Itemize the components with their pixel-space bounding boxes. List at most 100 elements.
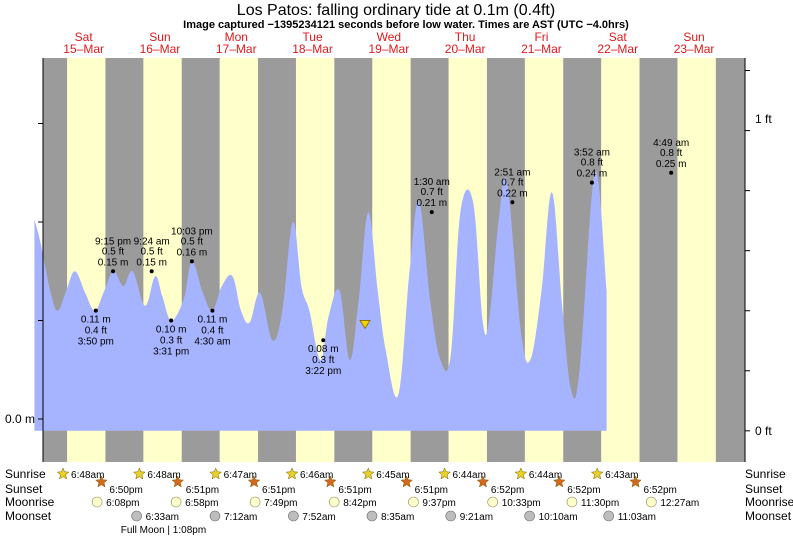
day-name-label: Tue: [302, 30, 323, 44]
sunrise-icon: [56, 467, 70, 480]
chart-subtitle: Image captured −1395234121 seconds befor…: [183, 19, 629, 31]
moonset-icon: [524, 510, 535, 522]
moonrise-time: 11:30pm: [581, 498, 619, 509]
extreme-time-label: 4:30 am: [194, 337, 230, 348]
moonrise-time: 9:37pm: [422, 498, 455, 509]
moonrise-icon: [487, 496, 498, 508]
row-label-left: Sunset: [5, 482, 43, 496]
sunrise-time: 6:48am: [147, 470, 180, 481]
moonrise-time: 7:49pm: [264, 498, 297, 509]
daylight-band: [677, 58, 716, 462]
extreme-m-label: 0.11 m: [81, 315, 111, 326]
sunset-icon: [323, 475, 337, 488]
extreme-point: [669, 170, 674, 175]
extreme-point: [93, 308, 98, 313]
moonrise-icon: [170, 496, 182, 508]
row-label-left: Moonrise: [5, 495, 55, 509]
sunset-time: 6:52pm: [567, 485, 600, 496]
sunset-time: 6:51pm: [186, 485, 219, 496]
current-tide-marker: [359, 320, 371, 330]
moonrise-icon: [91, 496, 103, 508]
extreme-m-label: 0.16 m: [177, 247, 208, 258]
moonset-icon: [131, 510, 142, 522]
sunset-time: 6:51pm: [415, 485, 448, 496]
row-label-right: Sunset: [745, 482, 783, 496]
extreme-m-label: 0.08 m: [308, 344, 339, 355]
row-label-left: Sunrise: [5, 467, 46, 481]
sunset-icon: [400, 475, 413, 488]
day-name-label: Sun: [149, 30, 170, 44]
row-label-right: Moonset: [745, 509, 792, 523]
extreme-ft-label: 0.5 ft: [102, 246, 124, 257]
extreme-time-label: 3:52 am: [574, 148, 610, 159]
moonset-time: 10:10am: [539, 512, 578, 523]
day-date-label: 21–Mar: [521, 42, 562, 56]
sunrise-time: 6:45am: [376, 470, 409, 481]
day-date-label: 15–Mar: [63, 42, 104, 56]
day-name-label: Sat: [609, 30, 628, 44]
extreme-point: [321, 338, 326, 343]
daylight-band: [601, 58, 640, 462]
moonrise-icon: [646, 496, 657, 508]
sunrise-icon: [285, 467, 299, 480]
row-label-left: Moonset: [5, 509, 52, 523]
moonset-time: 6:33am: [146, 512, 179, 523]
extreme-ft-label: 0.4 ft: [85, 326, 107, 337]
sunrise-icon: [514, 467, 528, 480]
moonset-time: 8:35am: [381, 512, 414, 523]
extreme-point: [111, 269, 116, 274]
extreme-point: [210, 308, 215, 313]
extreme-ft-label: 0.8 ft: [581, 158, 603, 169]
chart-title: Los Patos: falling ordinary tide at 0.1m…: [237, 2, 555, 19]
y-tick-label: 0 ft: [755, 424, 772, 438]
extreme-time-label: 9:15 pm: [95, 236, 131, 247]
extreme-m-label: 0.21 m: [416, 198, 447, 209]
day-date-label: 18–Mar: [292, 42, 333, 56]
extreme-time-label: 2:51 am: [494, 167, 530, 178]
moonset-icon: [288, 510, 299, 522]
sunset-time: 6:50pm: [109, 485, 142, 496]
extreme-point: [510, 200, 515, 205]
extreme-m-label: 0.11 m: [197, 315, 227, 326]
extreme-m-label: 0.25 m: [656, 159, 687, 170]
extreme-time-label: 3:50 pm: [78, 337, 114, 348]
moonrise-time: 6:08pm: [106, 498, 139, 509]
moonset-time: 7:12am: [224, 512, 257, 523]
day-name-label: Mon: [225, 30, 248, 44]
moonrise-time: 10:33pm: [502, 498, 541, 509]
extreme-point: [589, 180, 594, 185]
extreme-time-label: 10:03 pm: [171, 226, 213, 237]
sunset-icon: [95, 475, 108, 488]
tide-area: [34, 171, 607, 431]
extreme-ft-label: 0.7 ft: [501, 177, 523, 188]
extreme-time-label: 3:31 pm: [153, 347, 189, 358]
extreme-time-label: 9:24 am: [134, 236, 170, 247]
extreme-point: [149, 269, 154, 274]
extreme-time-label: 1:30 am: [414, 177, 450, 188]
extreme-m-label: 0.15 m: [98, 257, 129, 268]
moonset-icon: [603, 510, 615, 522]
extreme-ft-label: 0.3 ft: [312, 355, 334, 366]
extreme-ft-label: 0.4 ft: [201, 326, 223, 337]
moonset-time: 9:21am: [460, 512, 493, 523]
day-name-label: Thu: [455, 30, 476, 44]
moonrise-icon: [249, 496, 261, 508]
extreme-ft-label: 0.5 ft: [141, 246, 163, 257]
day-labels: Sat15–MarSun16–MarMon17–MarTue18–MarWed1…: [63, 30, 714, 56]
sunrise-time: 6:44am: [529, 470, 562, 481]
sunset-icon: [629, 475, 642, 488]
day-date-label: 17–Mar: [216, 42, 257, 56]
extreme-m-label: 0.22 m: [497, 188, 528, 199]
sunrise-icon: [438, 467, 451, 480]
sunrise-time: 6:47am: [224, 470, 257, 481]
row-label-right: Sunrise: [745, 467, 786, 481]
moonrise-icon: [408, 496, 419, 508]
extreme-point: [429, 210, 434, 215]
sunset-time: 6:52pm: [644, 485, 677, 496]
sunrise-icon: [590, 467, 604, 480]
day-name-label: Fri: [534, 30, 548, 44]
extreme-time-label: 4:49 am: [653, 138, 689, 149]
day-name-label: Wed: [377, 30, 401, 44]
